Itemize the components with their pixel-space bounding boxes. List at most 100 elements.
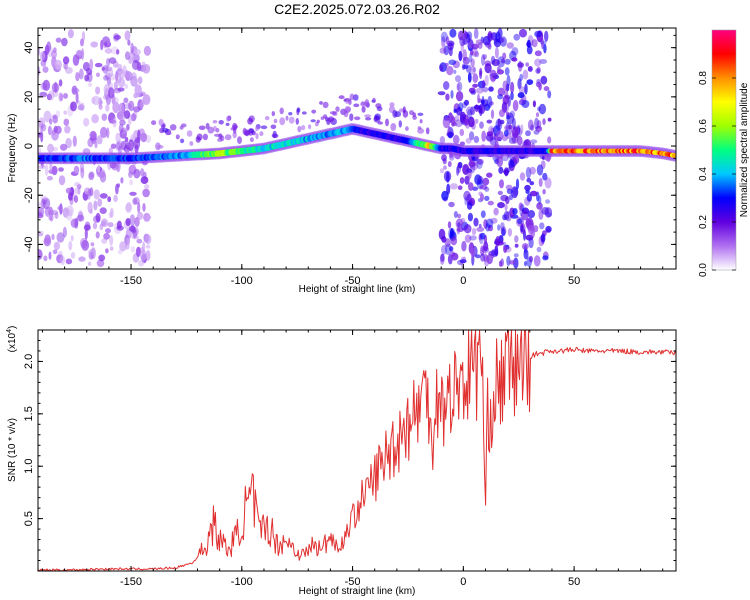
noise-blob xyxy=(527,66,533,72)
noise-blob xyxy=(107,196,112,203)
noise-blob xyxy=(439,136,446,145)
noise-blob xyxy=(126,237,130,247)
noise-blob xyxy=(297,125,302,133)
noise-blob xyxy=(547,117,552,122)
noise-blob xyxy=(452,134,460,145)
noise-blob xyxy=(507,228,512,237)
noise-blob xyxy=(354,116,361,121)
noise-blob xyxy=(131,228,137,234)
noise-blob xyxy=(140,168,145,177)
noise-blob xyxy=(288,112,293,116)
noise-blob xyxy=(389,102,395,107)
noise-blob xyxy=(38,132,43,138)
noise-blob xyxy=(43,110,52,123)
noise-blob xyxy=(93,189,101,200)
noise-blob xyxy=(244,131,250,137)
noise-blob xyxy=(512,127,519,139)
noise-blob xyxy=(412,112,417,117)
noise-blob xyxy=(376,106,383,112)
noise-blob xyxy=(78,256,86,262)
noise-blob xyxy=(525,130,531,137)
noise-blob xyxy=(449,183,458,190)
colorbar-ticks: 0.0 0.2 0.4 0.6 0.8 xyxy=(698,71,736,277)
noise-blob xyxy=(344,105,351,113)
noise-blob xyxy=(255,132,259,140)
noise-blob xyxy=(52,114,58,124)
noise-blob xyxy=(469,235,477,241)
noise-blob xyxy=(212,120,218,124)
noise-blob xyxy=(511,57,518,62)
noise-blob xyxy=(48,206,53,215)
noise-blob xyxy=(43,237,52,247)
noise-blob xyxy=(509,110,516,118)
noise-blob xyxy=(538,177,543,187)
noise-blob xyxy=(73,195,79,203)
noise-blob xyxy=(90,41,98,48)
noise-blob xyxy=(504,67,510,76)
noise-blob xyxy=(456,165,460,176)
noise-blob xyxy=(101,113,108,121)
noise-blob xyxy=(124,83,129,90)
noise-blob xyxy=(78,68,84,80)
noise-blob xyxy=(466,31,473,41)
noise-blob xyxy=(51,233,55,241)
noise-blob xyxy=(113,81,118,91)
noise-blob xyxy=(459,177,465,184)
noise-blob xyxy=(169,124,177,131)
noise-blob xyxy=(53,125,58,133)
noise-blob xyxy=(541,207,550,215)
noise-blob xyxy=(61,37,68,47)
noise-blob xyxy=(462,56,470,65)
noise-blob xyxy=(450,236,458,246)
noise-blob xyxy=(95,231,100,239)
noise-blob xyxy=(76,50,84,57)
noise-blob xyxy=(300,125,306,131)
noise-blob xyxy=(482,79,486,88)
noise-blob xyxy=(523,261,528,267)
noise-blob xyxy=(63,110,67,115)
noise-blob xyxy=(361,105,366,113)
colorbar-label: Normalized spectral amplitude xyxy=(739,82,750,217)
noise-blob xyxy=(88,172,95,181)
noise-blob xyxy=(500,119,505,125)
noise-blob xyxy=(92,222,98,230)
noise-blob xyxy=(481,54,485,66)
noise-blob xyxy=(180,138,185,144)
noise-blob xyxy=(529,166,536,175)
noise-blob xyxy=(529,181,535,186)
noise-blob xyxy=(481,130,487,142)
noise-blob xyxy=(539,59,548,64)
noise-blob xyxy=(136,238,143,244)
noise-blob xyxy=(472,83,478,88)
noise-blob xyxy=(332,111,338,116)
noise-blob xyxy=(46,93,53,101)
noise-blob xyxy=(137,76,143,85)
noise-blob xyxy=(110,143,117,149)
noise-blob xyxy=(486,172,493,178)
snr-y-ticks: 0.5 1.0 1.5 2.0 xyxy=(23,339,676,562)
noise-blob xyxy=(68,240,73,251)
noise-blob xyxy=(348,99,352,105)
noise-blob xyxy=(448,46,453,57)
noise-blob xyxy=(95,86,101,95)
x-tick-label: 50 xyxy=(568,275,580,287)
noise-blob xyxy=(456,83,460,91)
noise-blob xyxy=(540,75,548,85)
noise-blob xyxy=(538,82,542,91)
noise-blob xyxy=(453,69,457,74)
noise-blob xyxy=(310,119,316,123)
noise-blob xyxy=(65,66,73,74)
noise-blob xyxy=(39,51,46,61)
noise-blob xyxy=(487,224,494,232)
noise-blob xyxy=(47,143,54,153)
noise-blob xyxy=(115,132,121,143)
noise-blob xyxy=(439,64,444,72)
noise-blob xyxy=(470,106,476,116)
noise-blob xyxy=(529,255,533,263)
noise-blob xyxy=(445,93,450,101)
noise-blob xyxy=(232,131,237,139)
noise-blob xyxy=(76,214,85,222)
noise-blob xyxy=(504,203,508,212)
noise-blob xyxy=(372,97,376,103)
noise-blob xyxy=(48,251,52,260)
